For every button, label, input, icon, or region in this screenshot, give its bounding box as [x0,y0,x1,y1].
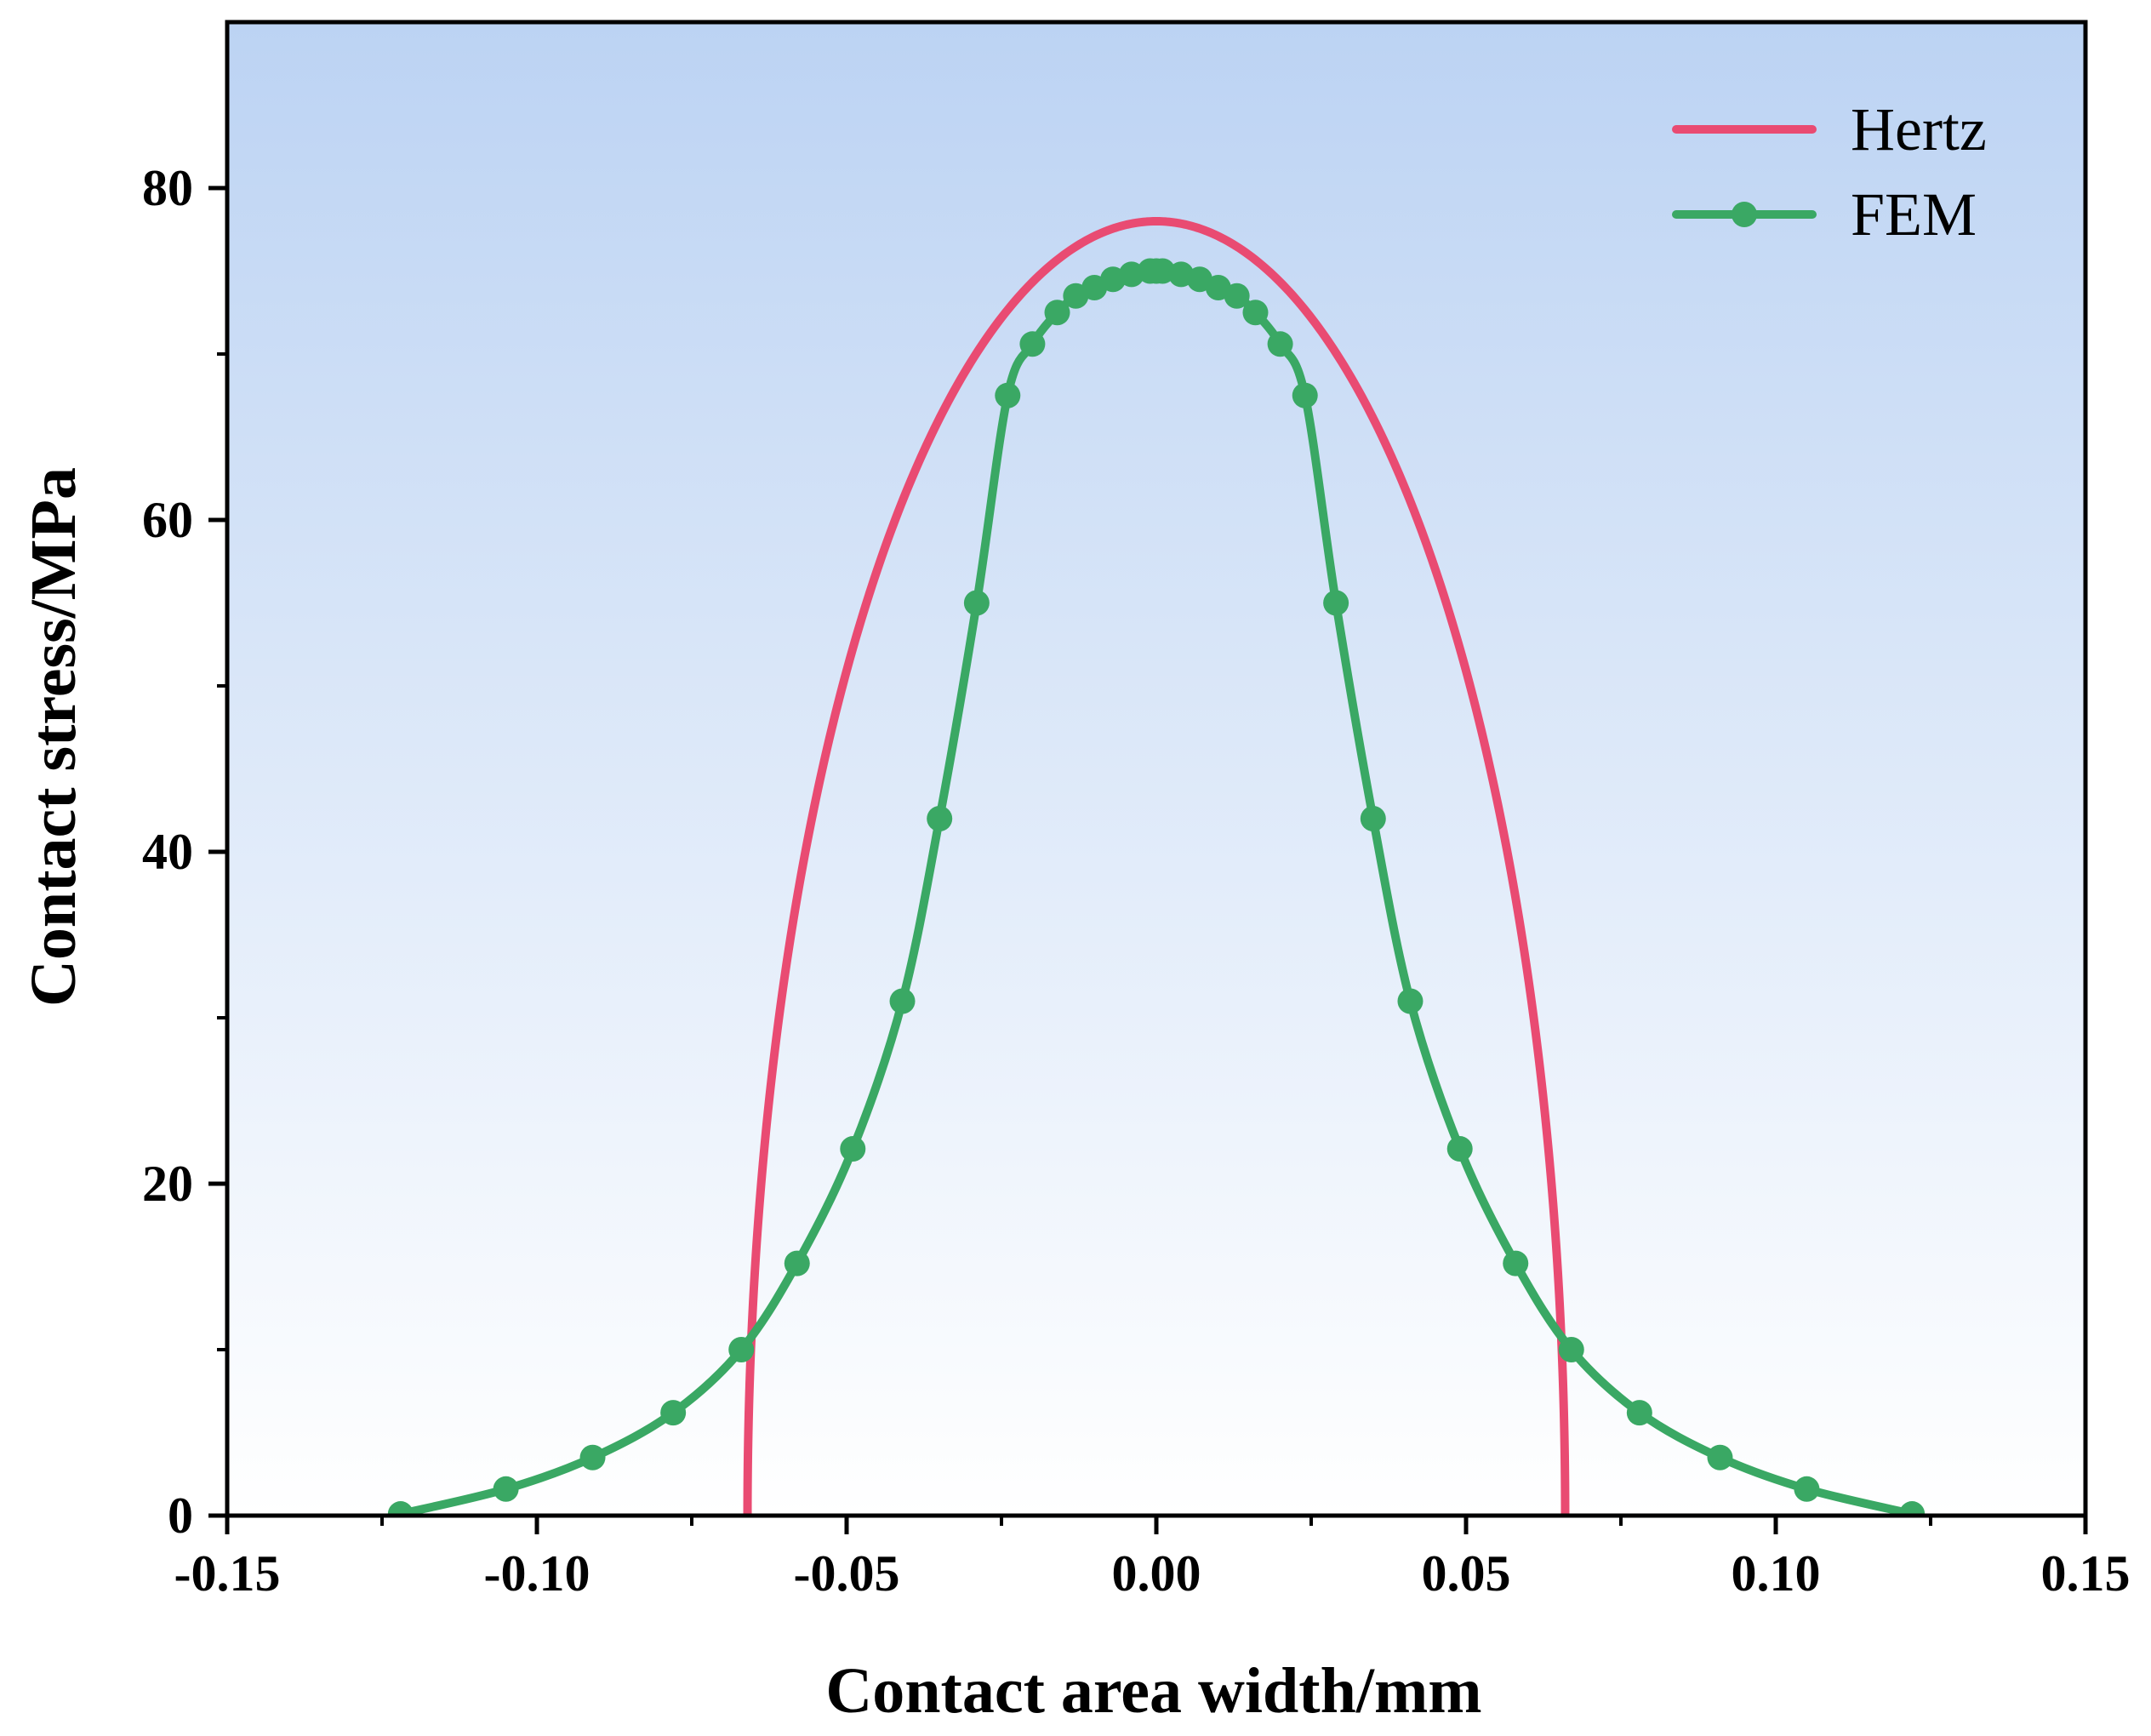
fem-point [1503,1250,1529,1276]
series-fem [387,258,1926,1516]
hertz-line [743,217,1570,1516]
x-tick-label: 0.05 [1422,1545,1511,1602]
y-axis-title: Contact stress/MPa [18,467,89,1007]
x-tick-label: -0.10 [484,1545,591,1602]
axis-ticks: -0.15 -0.10 -0.05 0.00 0.05 0.10 0.15 0 20 40 60 80 [142,160,2131,1602]
x-tick-label: 0.10 [1732,1545,1821,1602]
fem-point [1267,331,1293,357]
fem-point [387,1501,414,1516]
fem-point [1019,331,1046,357]
x-tick-label: 0.00 [1112,1545,1201,1602]
legend-label-fem: FEM [1851,180,1977,248]
fem-point [1323,590,1349,616]
fem-point [660,1400,687,1426]
fem-point [1899,1501,1926,1516]
plot-background [227,22,2085,1516]
fem-point [1292,382,1318,408]
fem-point [1242,300,1269,326]
fem-point [1558,1337,1584,1362]
x-axis-title: Contact area width/mm [825,1655,1481,1727]
y-tick-label: 40 [142,824,193,880]
fem-point [1044,300,1070,326]
fem-point [1360,806,1386,831]
fem-point [1397,988,1424,1014]
y-tick-label: 0 [168,1488,193,1544]
y-tick-label: 20 [142,1156,193,1212]
plot-frame [225,20,2088,1518]
legend-marker-fem [1732,202,1757,227]
y-tick-label: 60 [142,492,193,548]
fem-point [784,1250,810,1276]
series-hertz [743,217,1570,1516]
fem-point [1446,1136,1473,1162]
fem-point [889,988,916,1014]
x-tick-label: -0.15 [174,1545,281,1602]
fem-point [493,1476,519,1502]
fem-point [1794,1476,1820,1502]
fem-point [1707,1444,1733,1470]
fem-point [1626,1400,1652,1426]
fem-point [1224,283,1250,309]
y-tick-label: 80 [142,160,193,216]
fem-point [840,1136,866,1162]
fem-point [579,1444,606,1470]
fem-point [995,382,1021,408]
x-tick-label: 0.15 [2041,1545,2131,1602]
fem-point [927,806,953,831]
legend: Hertz FEM [1672,95,1987,248]
fem-point [963,590,990,616]
fem-point [728,1337,755,1362]
legend-label-hertz: Hertz [1851,95,1987,163]
x-tick-label: -0.05 [794,1545,900,1602]
series-layer [387,217,1926,1516]
